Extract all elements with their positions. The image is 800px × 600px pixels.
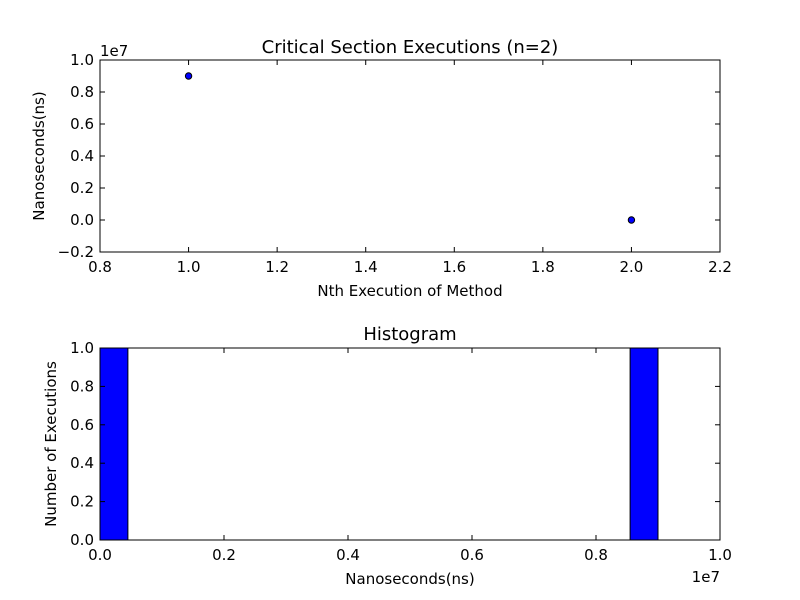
y-tick-label: 0.0 bbox=[70, 211, 94, 229]
x-tick-label: 0.8 bbox=[88, 258, 112, 276]
y-tick-label: 1.0 bbox=[70, 51, 94, 69]
y-tick-label: 0.6 bbox=[70, 115, 94, 133]
scatter-panel: Critical Section Executions (n=2) 1e7 Nt… bbox=[30, 37, 732, 300]
histogram-bars bbox=[99, 347, 659, 541]
x-tick-label: 0.4 bbox=[336, 546, 360, 564]
y-tick-label: 0.0 bbox=[70, 531, 94, 549]
x-tick-label: 1.0 bbox=[177, 258, 201, 276]
y-tick-label: 0.4 bbox=[70, 454, 94, 472]
y-tick-label: 0.8 bbox=[70, 377, 94, 395]
y-tick-label: 0.2 bbox=[70, 179, 94, 197]
x-tick-label: 1.6 bbox=[442, 258, 466, 276]
x-tick-label: 2.0 bbox=[619, 258, 643, 276]
x-tick-label: 1.4 bbox=[354, 258, 378, 276]
histogram-x-offset-label: 1e7 bbox=[692, 568, 720, 586]
scatter-x-ticks: 0.8 1.0 1.2 1.4 1.6 1.8 2.0 2.2 bbox=[88, 60, 732, 276]
x-tick-label: 1.2 bbox=[265, 258, 289, 276]
scatter-plot-frame bbox=[99, 59, 721, 253]
histogram-x-label: Nanoseconds(ns) bbox=[345, 570, 474, 588]
histogram-y-ticks: 0.0 0.2 0.4 0.6 0.8 1.0 bbox=[70, 339, 720, 549]
y-tick-label: −0.2 bbox=[58, 243, 94, 261]
histogram-panel: Histogram Nanoseconds(ns) 1e7 Number of … bbox=[42, 324, 732, 588]
histogram-x-ticks: 0.0 0.2 0.4 0.6 0.8 1.0 bbox=[88, 348, 732, 564]
x-tick-label: 0.0 bbox=[88, 546, 112, 564]
x-tick-label: 0.6 bbox=[460, 546, 484, 564]
x-tick-label: 1.8 bbox=[531, 258, 555, 276]
x-tick-label: 2.2 bbox=[708, 258, 732, 276]
scatter-y-ticks: −0.2 0.0 0.2 0.4 0.6 0.8 1.0 bbox=[58, 51, 720, 261]
scatter-point bbox=[184, 72, 193, 80]
x-tick-label: 0.2 bbox=[212, 546, 236, 564]
scatter-point bbox=[627, 216, 636, 224]
scatter-points bbox=[184, 72, 636, 224]
y-tick-label: 0.8 bbox=[70, 83, 94, 101]
scatter-x-label: Nth Execution of Method bbox=[317, 282, 502, 300]
x-tick-label: 1.0 bbox=[708, 546, 732, 564]
y-tick-label: 1.0 bbox=[70, 339, 94, 357]
histogram-bar bbox=[99, 347, 129, 541]
histogram-title: Histogram bbox=[363, 324, 456, 345]
scatter-y-label: Nanoseconds(ns) bbox=[30, 91, 48, 220]
histogram-bar bbox=[629, 347, 659, 541]
histogram-y-label: Number of Executions bbox=[42, 361, 60, 527]
scatter-y-offset-label: 1e7 bbox=[100, 42, 128, 60]
y-tick-label: 0.6 bbox=[70, 416, 94, 434]
y-tick-label: 0.2 bbox=[70, 493, 94, 511]
y-tick-label: 0.4 bbox=[70, 147, 94, 165]
histogram-plot-frame bbox=[99, 347, 721, 541]
x-tick-label: 0.8 bbox=[584, 546, 608, 564]
scatter-title: Critical Section Executions (n=2) bbox=[262, 37, 559, 58]
